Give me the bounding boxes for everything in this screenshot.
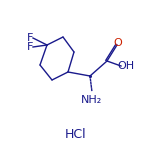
Text: O: O xyxy=(114,38,122,48)
Text: HCl: HCl xyxy=(65,128,87,140)
Text: NH₂: NH₂ xyxy=(81,95,103,105)
Text: F: F xyxy=(27,42,33,52)
Text: OH: OH xyxy=(117,61,135,71)
Text: F: F xyxy=(27,33,33,43)
